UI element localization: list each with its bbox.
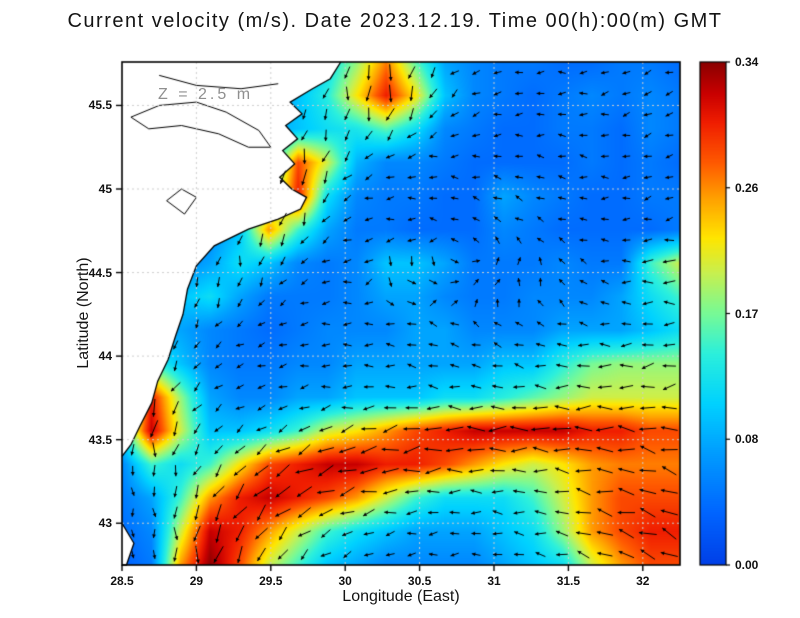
y-tick-label: 43.5 bbox=[88, 432, 112, 447]
colorbar-tick-label: 0.08 bbox=[735, 432, 759, 447]
x-tick-label: 31.5 bbox=[556, 574, 581, 588]
x-tick-label: 28.5 bbox=[110, 574, 134, 588]
colorbar-tick-label: 0.26 bbox=[735, 180, 759, 195]
x-tick-label: 31 bbox=[487, 574, 501, 588]
y-tick-label: 44 bbox=[98, 349, 112, 364]
y-tick-label: 44.5 bbox=[88, 265, 112, 280]
y-tick-label: 45.5 bbox=[88, 98, 112, 113]
x-tick-label: 32 bbox=[636, 574, 650, 588]
colorbar-tick-label: 0.34 bbox=[735, 55, 759, 69]
x-tick-label: 29.5 bbox=[259, 574, 283, 588]
depth-annotation: Z = 2.5 m bbox=[158, 86, 254, 103]
x-tick-label: 29 bbox=[189, 574, 204, 588]
colorbar-tick-label: 0.17 bbox=[735, 306, 759, 321]
x-axis-label: Longitude (East) bbox=[342, 588, 460, 605]
colorbar-tick-label: 0.00 bbox=[735, 558, 759, 572]
y-tick-label: 43 bbox=[98, 516, 112, 531]
chart-title: Current velocity (m/s). Date 2023.12.19.… bbox=[67, 10, 723, 32]
x-tick-label: 30 bbox=[338, 574, 352, 588]
x-tick-label: 30.5 bbox=[407, 574, 432, 588]
y-tick-label: 45 bbox=[98, 182, 112, 196]
